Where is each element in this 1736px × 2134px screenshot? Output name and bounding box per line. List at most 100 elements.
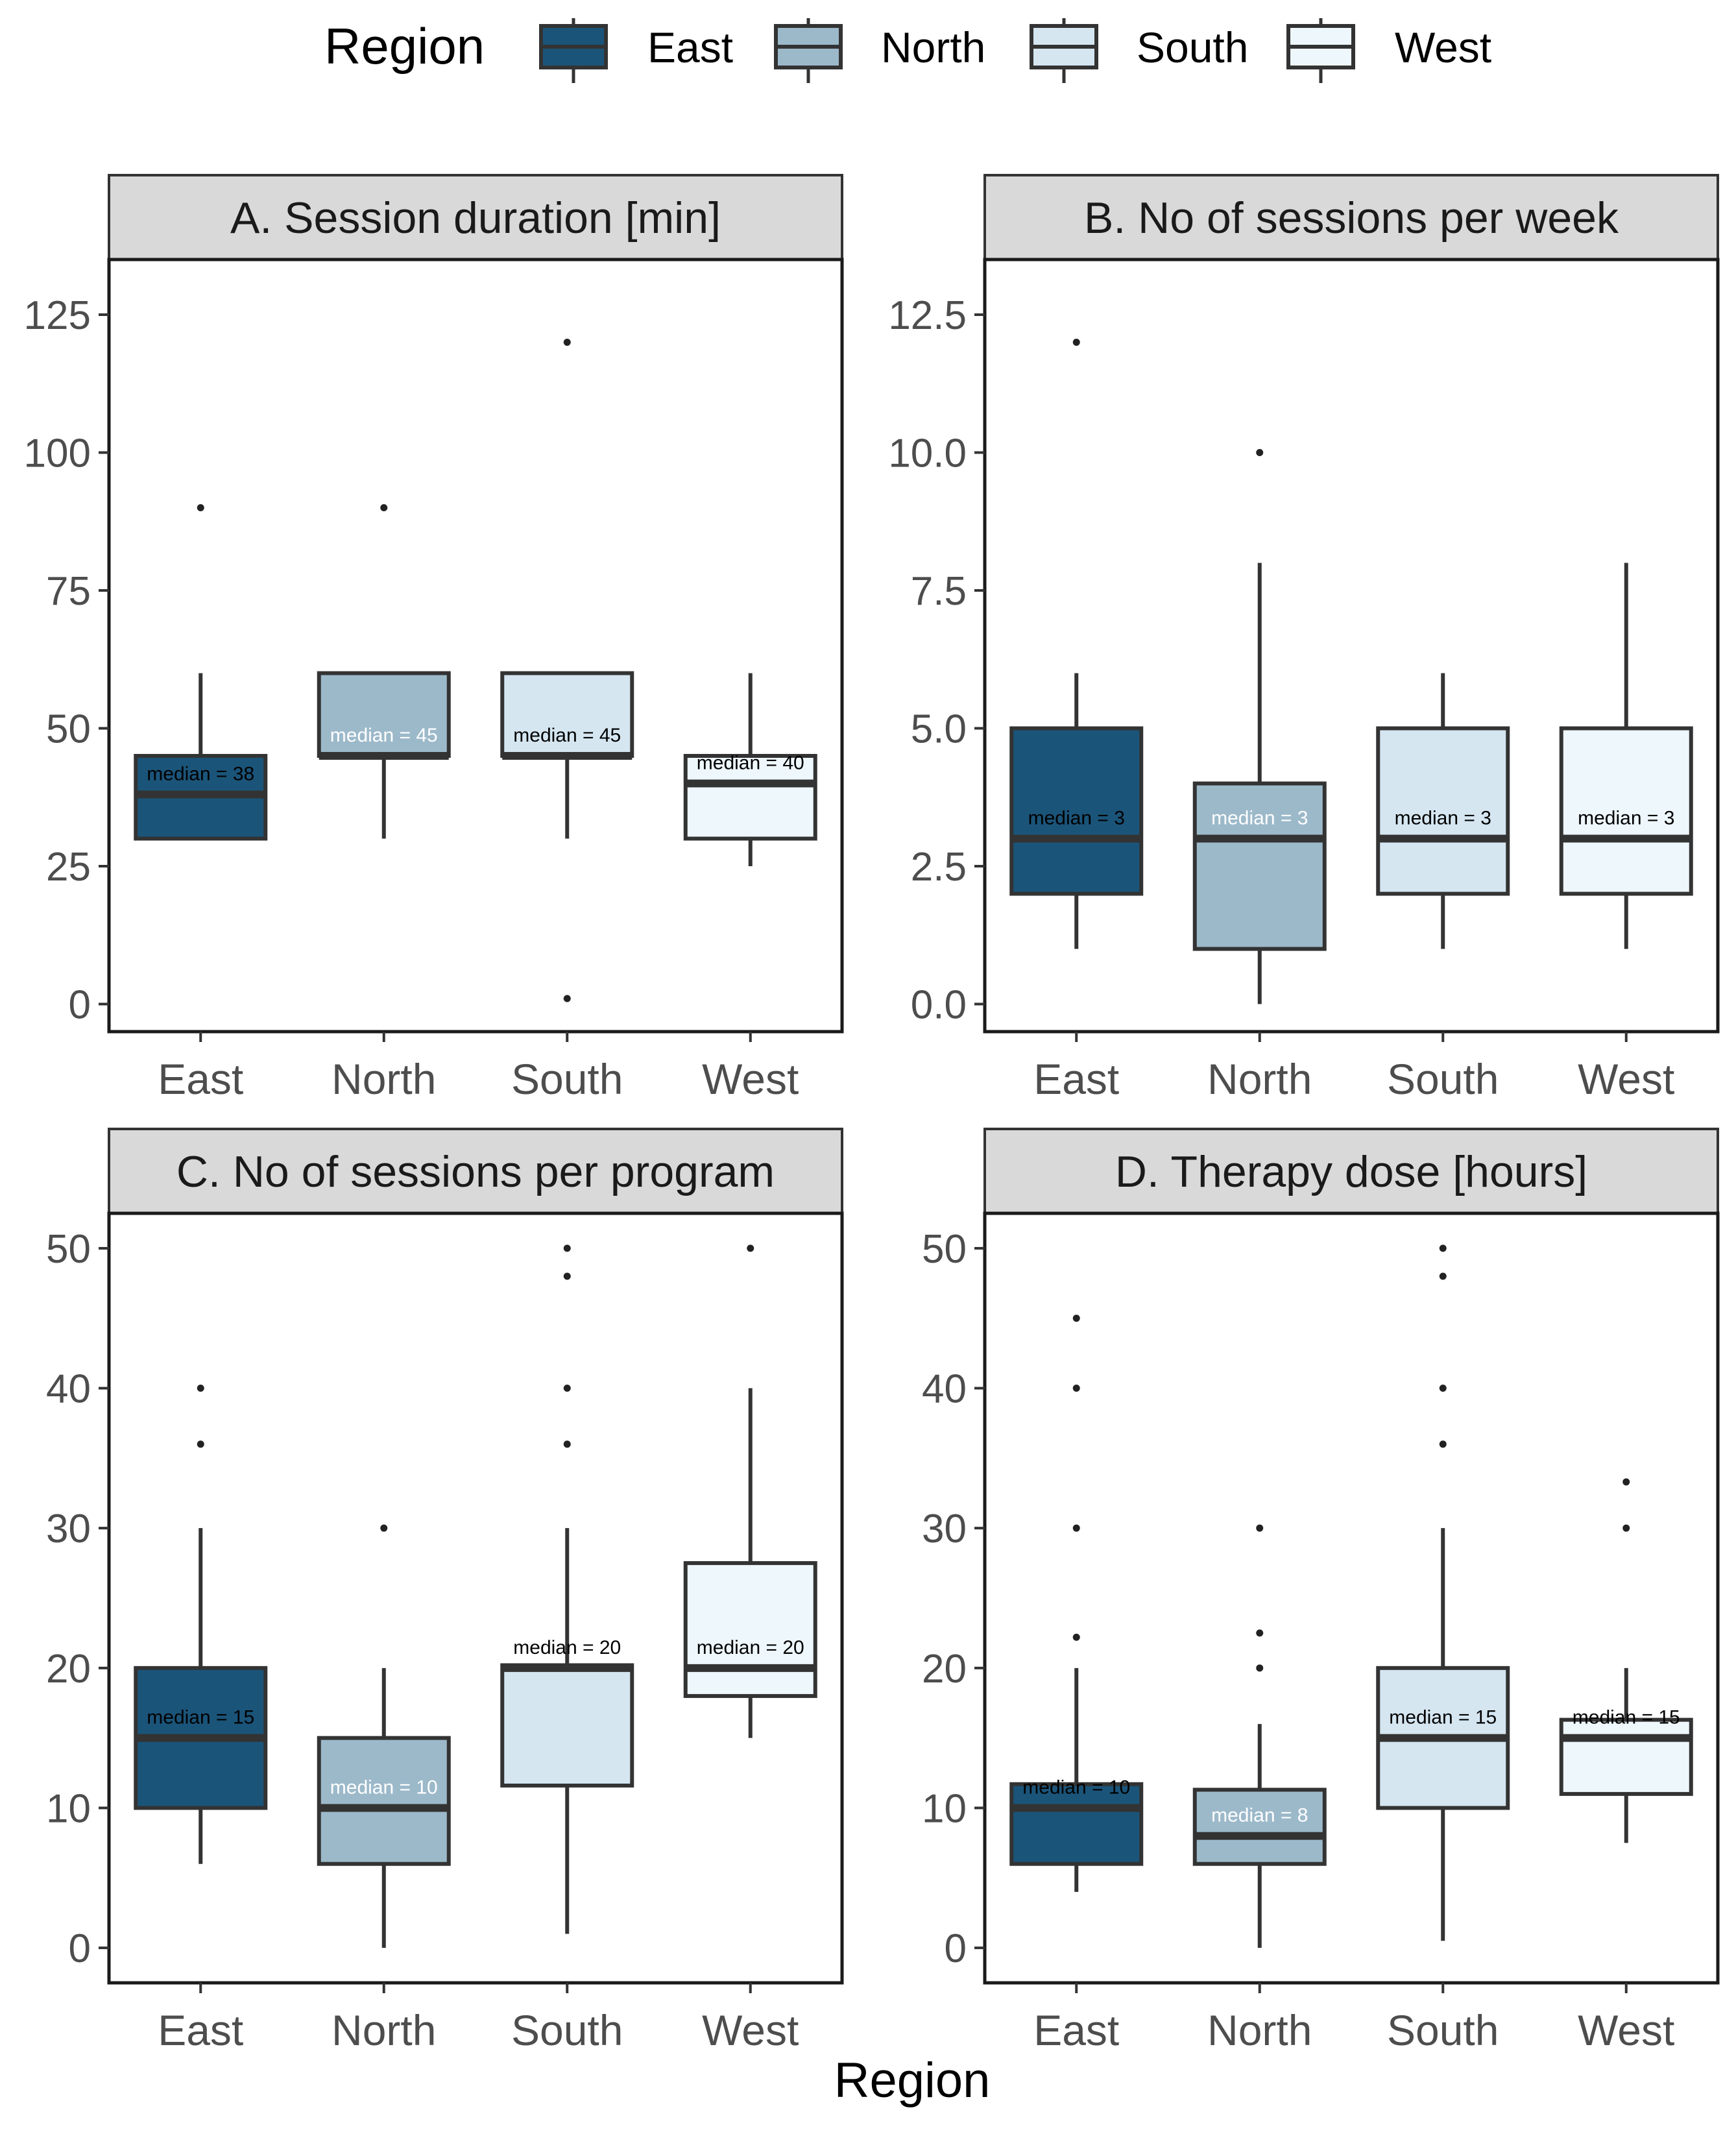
legend-label: North xyxy=(881,23,985,71)
legend-item-east: East xyxy=(539,18,733,83)
median-label: median = 45 xyxy=(330,725,438,746)
median-label-prefix: median = xyxy=(330,725,416,746)
plot-frame xyxy=(983,1211,1720,1985)
y-tick-label: 40 xyxy=(46,1367,91,1412)
legend-label: West xyxy=(1395,23,1491,71)
outlier-point xyxy=(1072,1385,1080,1392)
y-tick-label: 5.0 xyxy=(911,707,967,752)
x-tick-label: South xyxy=(1387,1055,1499,1103)
panel-b: B. No of sessions per week 0.0 2.5 5.0 7.5 10… xyxy=(888,174,1720,1103)
outlier-point xyxy=(563,1385,571,1392)
outlier-point xyxy=(1439,1272,1447,1280)
x-tick-label: West xyxy=(702,1055,799,1103)
median-label-value: 45 xyxy=(599,725,621,746)
median-label-prefix: median = xyxy=(147,764,233,785)
median-label-value: 20 xyxy=(782,1637,804,1658)
outlier-point xyxy=(1072,1633,1080,1641)
panel-title: A. Session duration [min] xyxy=(230,193,721,243)
median-label-value: 8 xyxy=(1297,1805,1308,1826)
panel-strip-a xyxy=(108,174,843,261)
median-label: median = 3 xyxy=(1395,808,1491,829)
x-axis-label: Region xyxy=(834,2053,991,2108)
box-east: median = 38 xyxy=(134,504,268,841)
box-west: median = 20 xyxy=(683,1244,817,1738)
box-iqr xyxy=(1192,1788,1327,1866)
outlier-point xyxy=(1256,1524,1264,1532)
legend-item-west: West xyxy=(1286,18,1491,83)
median-label-value: 38 xyxy=(233,764,254,785)
median-label: median = 10 xyxy=(1022,1776,1130,1798)
y-tick-label: 20 xyxy=(922,1647,967,1691)
median-label-prefix: median = xyxy=(513,1637,599,1658)
y-tick-label: 10 xyxy=(922,1786,967,1831)
median-label-value: 15 xyxy=(233,1707,254,1728)
outlier-point xyxy=(1072,339,1080,346)
plot-frame xyxy=(107,258,844,1034)
median-label: median = 3 xyxy=(1211,808,1308,829)
median-label-value: 45 xyxy=(416,725,437,746)
box-west: median = 40 xyxy=(683,673,817,866)
panel-c: C. No of sessions per program 0 10 20 30 40 50… xyxy=(46,1128,844,2054)
median-label-value: 20 xyxy=(599,1637,621,1658)
y-tick-label: 100 xyxy=(24,431,91,476)
box-iqr xyxy=(683,754,817,841)
outlier-point xyxy=(1256,449,1264,456)
median-label-prefix: median = xyxy=(1022,1776,1109,1798)
median-label-prefix: median = xyxy=(1389,1707,1475,1728)
median-label: median = 8 xyxy=(1211,1805,1308,1826)
outlier-point xyxy=(563,339,571,346)
y-tick-label: 20 xyxy=(46,1647,91,1691)
panel-d: D. Therapy dose [hours] 0 10 20 30 40 50 East No… xyxy=(922,1128,1720,2054)
median-label: median = 20 xyxy=(697,1637,804,1658)
y-tick-label: 30 xyxy=(922,1507,967,1551)
median-label-prefix: median = xyxy=(1578,808,1664,829)
outlier-point xyxy=(197,504,204,511)
outlier-point xyxy=(563,1244,571,1252)
box-east: median = 10 xyxy=(1009,1315,1144,1892)
x-tick-label: North xyxy=(1207,1055,1312,1103)
panel-title: D. Therapy dose [hours] xyxy=(1115,1147,1587,1196)
median-label: median = 40 xyxy=(697,753,804,774)
median-label: median = 15 xyxy=(1389,1707,1497,1728)
legend-keys: East North South West xyxy=(539,18,1491,83)
box-east: median = 3 xyxy=(1009,339,1144,949)
x-tick-label: West xyxy=(1578,1055,1674,1103)
median-label: median = 15 xyxy=(147,1707,254,1728)
x-tick-label: East xyxy=(1033,1055,1119,1103)
box-north: median = 3 xyxy=(1192,449,1327,1004)
box-south: median = 3 xyxy=(1376,673,1510,949)
box-west: median = 3 xyxy=(1559,563,1693,949)
y-tick-label: 2.5 xyxy=(911,845,967,890)
x-tick-label: South xyxy=(1387,2006,1499,2054)
median-label-value: 40 xyxy=(782,753,804,774)
median-label: median = 3 xyxy=(1578,808,1674,829)
median-label-prefix: median = xyxy=(1028,808,1115,829)
box-iqr xyxy=(1009,1782,1144,1866)
median-label-prefix: median = xyxy=(147,1707,233,1728)
box-south: median = 20 xyxy=(500,1244,634,1934)
y-tick-label: 10 xyxy=(46,1786,91,1831)
outlier-point xyxy=(1439,1244,1447,1252)
box-north: median = 8 xyxy=(1192,1524,1327,1948)
legend-item-north: North xyxy=(774,18,985,83)
x-tick-label: South xyxy=(511,2006,623,2054)
outlier-point xyxy=(1439,1385,1447,1392)
median-label-prefix: median = xyxy=(513,725,599,746)
box-iqr xyxy=(1376,726,1510,896)
median-label-value: 15 xyxy=(1658,1707,1680,1728)
panel-title: B. No of sessions per week xyxy=(1084,193,1619,243)
median-label-value: 15 xyxy=(1475,1707,1497,1728)
median-label: median = 15 xyxy=(1573,1707,1680,1728)
outlier-point xyxy=(380,1524,388,1532)
y-tick-label: 50 xyxy=(46,1227,91,1272)
box-iqr xyxy=(1192,781,1327,951)
panel-strip-b xyxy=(983,174,1719,261)
plot-frame xyxy=(983,258,1720,1034)
legend: Region East North South West xyxy=(324,18,1491,83)
y-tick-label: 0.0 xyxy=(911,983,967,1028)
median-label-value: 3 xyxy=(1480,808,1491,829)
median-label-prefix: median = xyxy=(697,753,783,774)
outlier-point xyxy=(1256,1664,1264,1672)
legend-label: South xyxy=(1137,23,1248,71)
y-tick-label: 50 xyxy=(922,1227,967,1272)
